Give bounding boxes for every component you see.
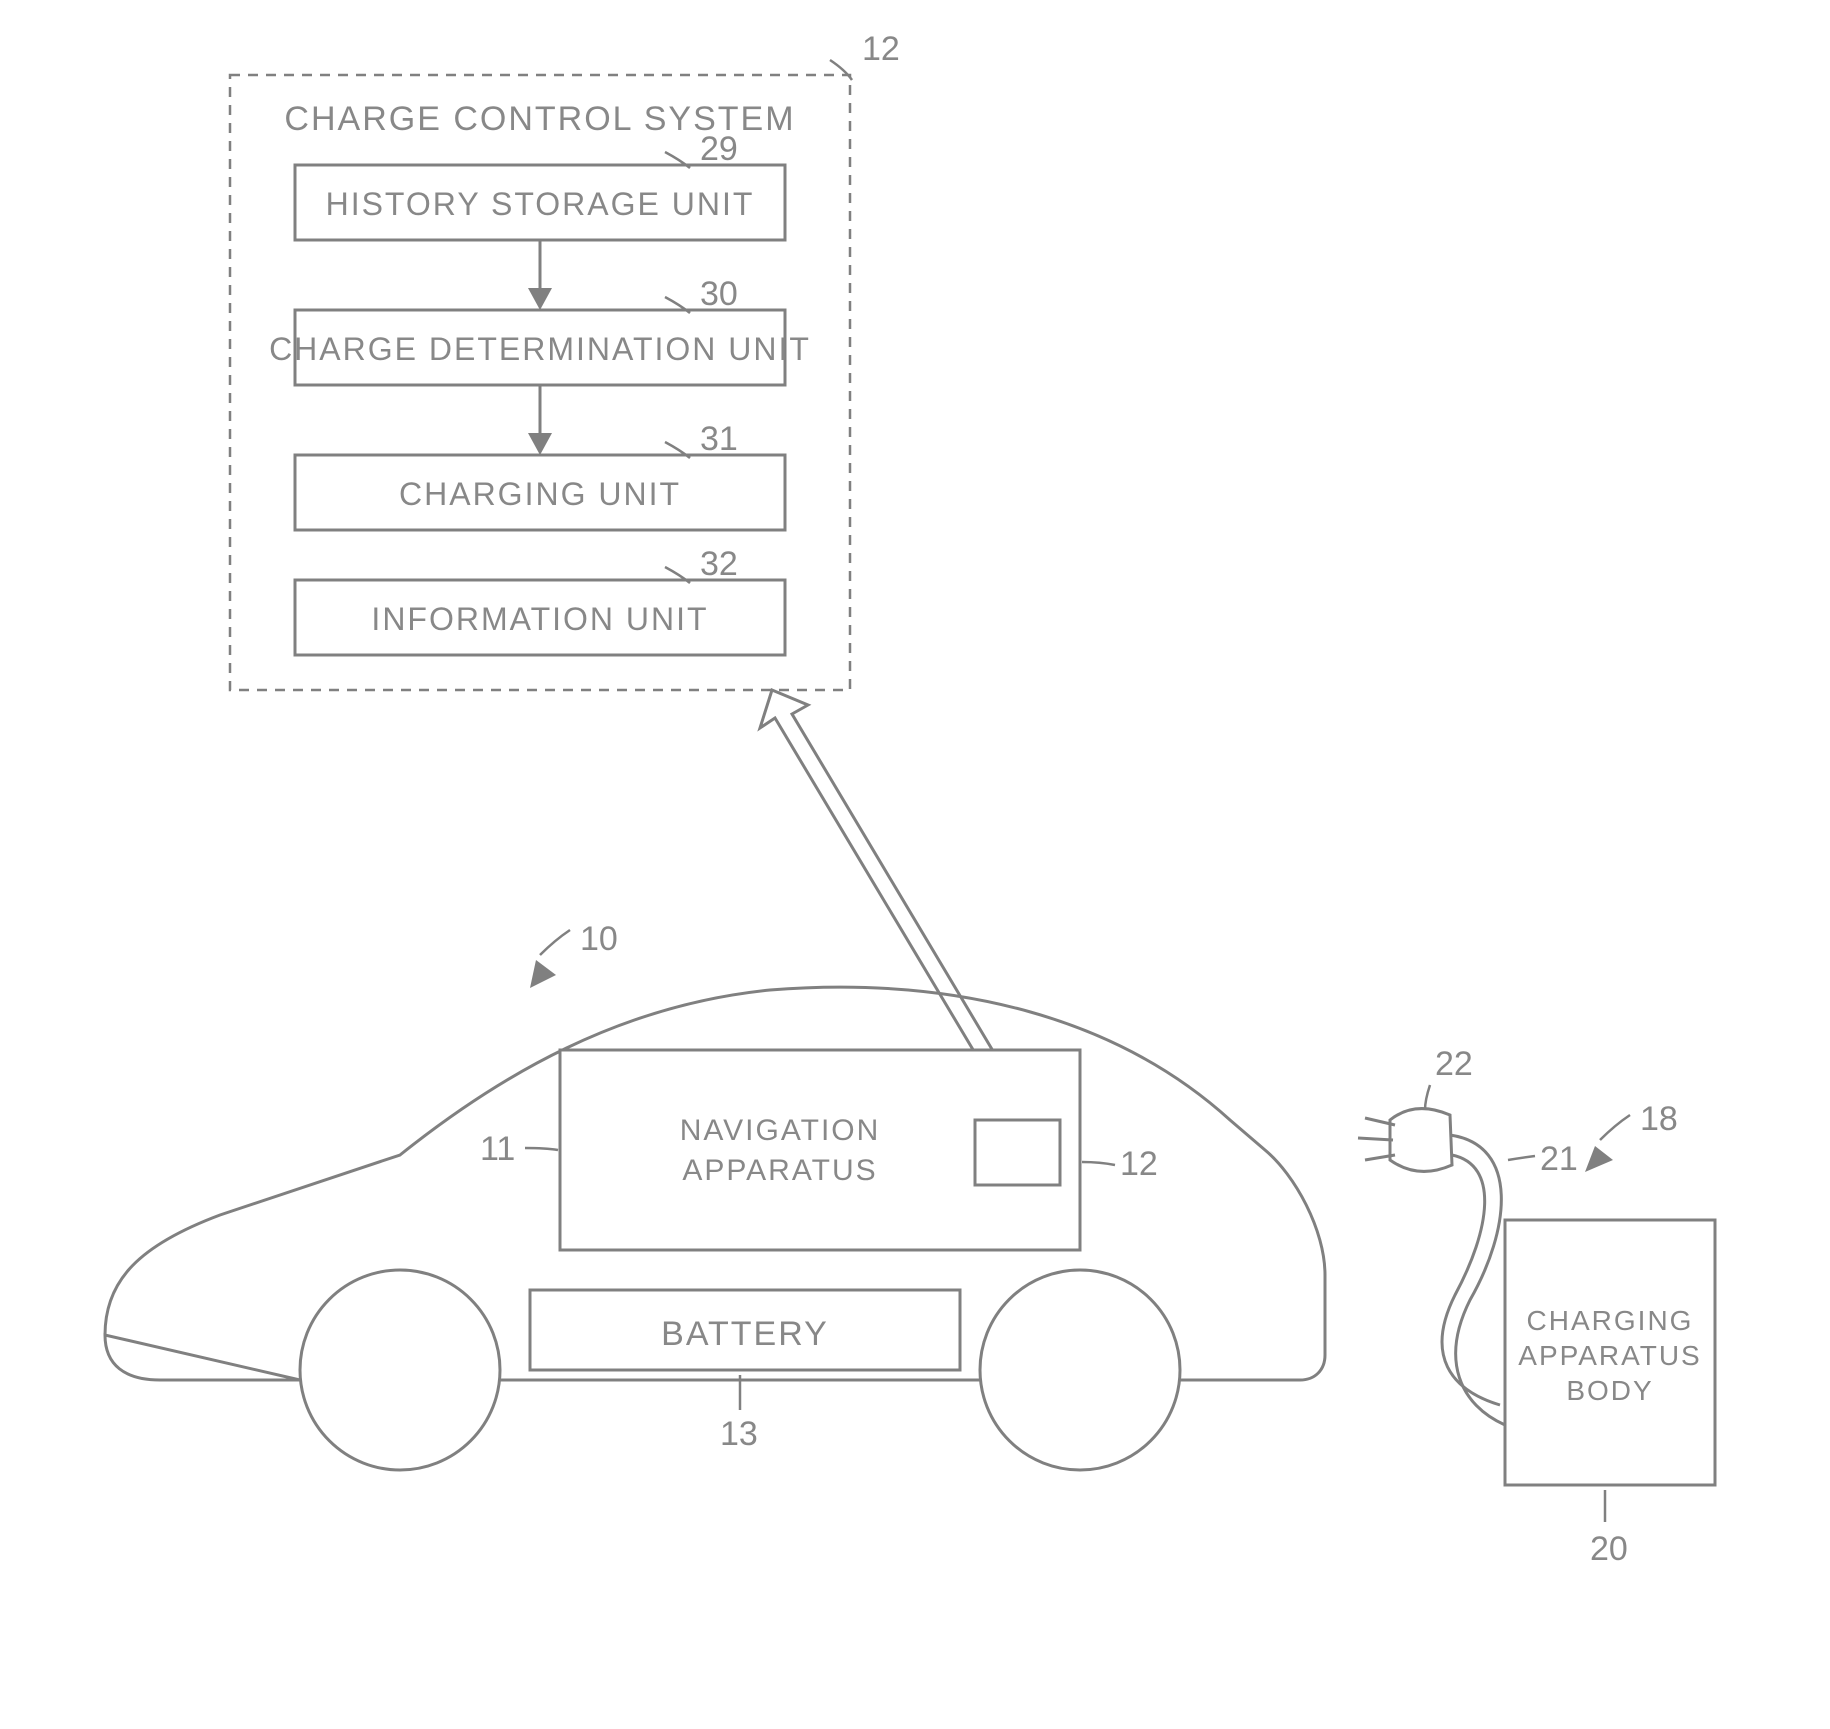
- ref-11: 11: [480, 1130, 515, 1168]
- ref-22: 22: [1435, 1045, 1473, 1083]
- ref-31: 31: [700, 420, 738, 458]
- ref-30: 30: [700, 275, 738, 313]
- system-box: [230, 75, 850, 690]
- wheel-rear: [300, 1270, 500, 1470]
- battery-label: BATTERY: [661, 1315, 829, 1353]
- cable-inner: [1442, 1155, 1500, 1405]
- car: 10 NAVIGATION APPARATUS 11 12 BATTERY 13: [105, 920, 1325, 1470]
- charging-apparatus: 22 21 18 CHARGING APPARATUS BODY 20: [1358, 1045, 1715, 1568]
- nav-label-2: APPARATUS: [682, 1154, 877, 1187]
- leader-11: [525, 1148, 558, 1150]
- ref-13: 13: [720, 1415, 758, 1453]
- arrow-29-30-head: [528, 288, 552, 310]
- leader-22: [1425, 1085, 1430, 1110]
- charging-unit-label: CHARGING UNIT: [399, 476, 681, 512]
- leader-21: [1508, 1156, 1535, 1160]
- diagram-canvas: CHARGE CONTROL SYSTEM 12 HISTORY STORAGE…: [0, 0, 1830, 1729]
- charge-determination-unit-label: CHARGE DETERMINATION UNIT: [269, 331, 811, 367]
- ref-20: 20: [1590, 1530, 1628, 1568]
- arrow-30-31-head: [528, 433, 552, 455]
- leader-12-top: [830, 60, 852, 80]
- leader-12-inner: [1082, 1162, 1115, 1165]
- ref-32: 32: [700, 545, 738, 583]
- nav-label-1: NAVIGATION: [680, 1114, 881, 1147]
- ref-21: 21: [1540, 1140, 1578, 1178]
- arrowhead-18: [1585, 1146, 1613, 1172]
- ref-29: 29: [700, 130, 738, 168]
- ref-10: 10: [580, 920, 618, 958]
- charge-control-system: CHARGE CONTROL SYSTEM 12 HISTORY STORAGE…: [230, 30, 900, 690]
- inner-box-12: [975, 1120, 1060, 1185]
- leader-10: [540, 930, 570, 955]
- charger-label-3: BODY: [1566, 1375, 1653, 1406]
- history-storage-unit-label: HISTORY STORAGE UNIT: [326, 186, 755, 222]
- wheel-front: [980, 1270, 1180, 1470]
- charger-label-1: CHARGING: [1527, 1305, 1694, 1336]
- leader-18: [1600, 1115, 1630, 1140]
- plug-icon: [1358, 1109, 1452, 1172]
- arrowhead-10: [530, 960, 556, 988]
- information-unit-label: INFORMATION UNIT: [371, 601, 708, 637]
- ref-12-top: 12: [862, 30, 900, 68]
- ref-18: 18: [1640, 1100, 1678, 1138]
- ref-12-inner: 12: [1120, 1145, 1158, 1183]
- charger-label-2: APPARATUS: [1518, 1340, 1701, 1371]
